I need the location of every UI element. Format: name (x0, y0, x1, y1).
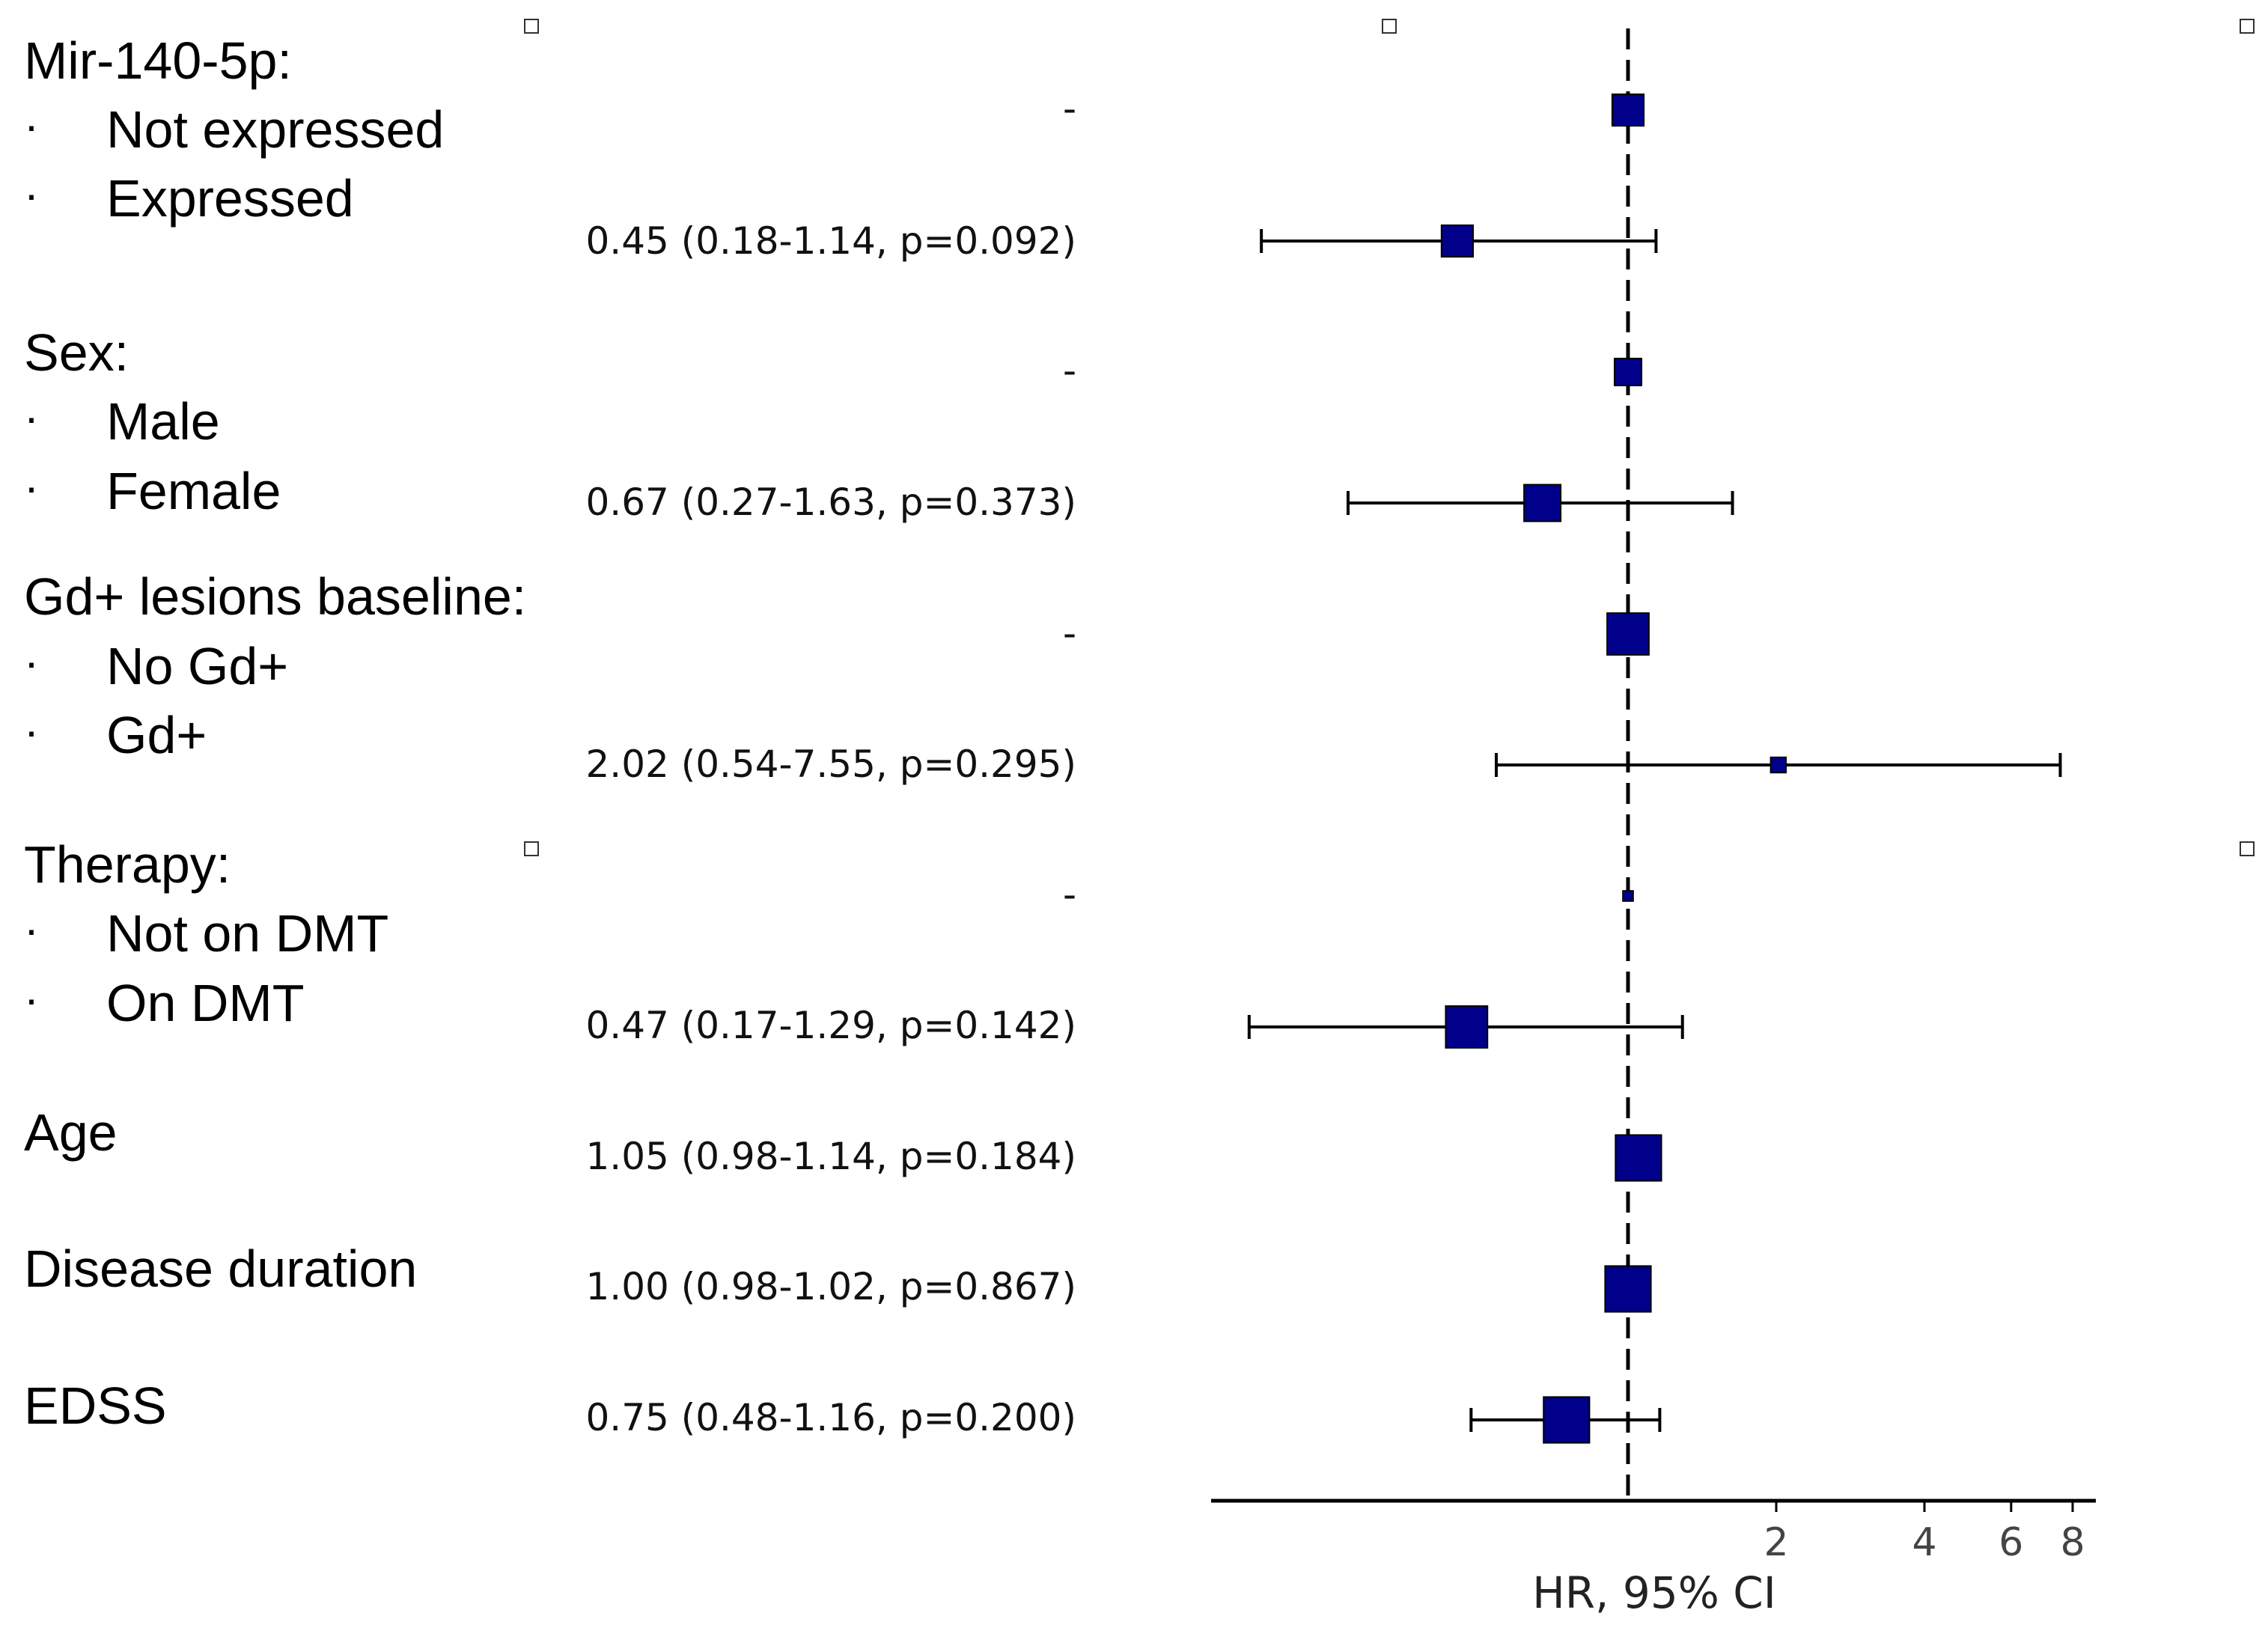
variable-label-mir-140-5p: Mir-140-5p: (24, 31, 292, 90)
selection-handle-top-left[interactable] (524, 19, 539, 34)
stat-label-row-2: - (1062, 349, 1076, 392)
level-label-not-expressed: Not expressed (106, 100, 445, 159)
x-tick-label-8: 8 (2060, 1520, 2085, 1565)
hr-box-row-9 (1604, 1265, 1652, 1313)
bullet-icon: · (24, 904, 39, 954)
x-tick-label-4: 4 (1912, 1520, 1936, 1565)
stat-label-row-0: - (1062, 87, 1076, 130)
hr-box-row-8 (1615, 1134, 1662, 1182)
x-tick-label-2: 2 (1764, 1520, 1788, 1565)
hr-box-row-5 (1769, 756, 1787, 774)
variable-label-age: Age (24, 1103, 118, 1162)
stat-label-row-7: 0.47 (0.17-1.29, p=0.142) (585, 1004, 1077, 1047)
stat-label-row-5: 2.02 (0.54-7.55, p=0.295) (585, 743, 1077, 786)
level-label-female: Female (106, 462, 281, 520)
bullet-icon: · (24, 392, 39, 442)
hr-box-row-7 (1445, 1005, 1489, 1049)
variable-label-gd-lesions: Gd+ lesions baseline: (24, 567, 527, 626)
selection-handle-mid-left[interactable] (524, 841, 539, 856)
variable-label-therapy: Therapy: (24, 835, 231, 894)
stat-label-row-6: - (1062, 873, 1076, 916)
level-label-on-dmt: On DMT (106, 974, 305, 1032)
selection-handle-mid-right[interactable] (2240, 841, 2255, 856)
bullet-icon: · (24, 974, 39, 1024)
selection-handle-top-center[interactable] (1382, 19, 1397, 34)
stat-label-row-4: - (1062, 612, 1076, 655)
hr-box-row-10 (1543, 1396, 1591, 1444)
stat-label-row-10: 0.75 (0.48-1.16, p=0.200) (585, 1396, 1077, 1439)
x-axis-label: HR, 95% CI (1532, 1567, 1776, 1618)
hr-box-row-6 (1622, 890, 1634, 902)
hr-box-row-1 (1440, 224, 1474, 258)
stat-label-row-9: 1.00 (0.98-1.02, p=0.867) (585, 1265, 1077, 1308)
level-label-not-on-dmt: Not on DMT (106, 904, 389, 963)
variable-label-edss: EDSS (24, 1377, 167, 1435)
hr-box-row-0 (1611, 93, 1645, 127)
bullet-icon: · (24, 706, 39, 756)
bullet-icon: · (24, 100, 39, 150)
bullet-icon: · (24, 462, 39, 512)
hr-box-row-4 (1606, 612, 1650, 656)
hr-box-row-3 (1523, 484, 1562, 522)
level-label-expressed: Expressed (106, 169, 354, 228)
stat-label-row-8: 1.05 (0.98-1.14, p=0.184) (585, 1135, 1077, 1178)
stat-label-row-3: 0.67 (0.27-1.63, p=0.373) (585, 481, 1077, 524)
hr-box-row-2 (1613, 357, 1643, 387)
stat-label-row-1: 0.45 (0.18-1.14, p=0.092) (585, 219, 1077, 263)
level-label-gd: Gd+ (106, 706, 207, 764)
bullet-icon: · (24, 169, 39, 219)
level-label-male: Male (106, 392, 220, 451)
bullet-icon: · (24, 637, 39, 687)
variable-label-disease-duration: Disease duration (24, 1240, 418, 1298)
selection-handle-top-right[interactable] (2240, 19, 2255, 34)
x-tick-label-6: 6 (1999, 1520, 2023, 1565)
level-label-no-gd: No Gd+ (106, 637, 289, 695)
variable-label-sex: Sex: (24, 323, 129, 382)
